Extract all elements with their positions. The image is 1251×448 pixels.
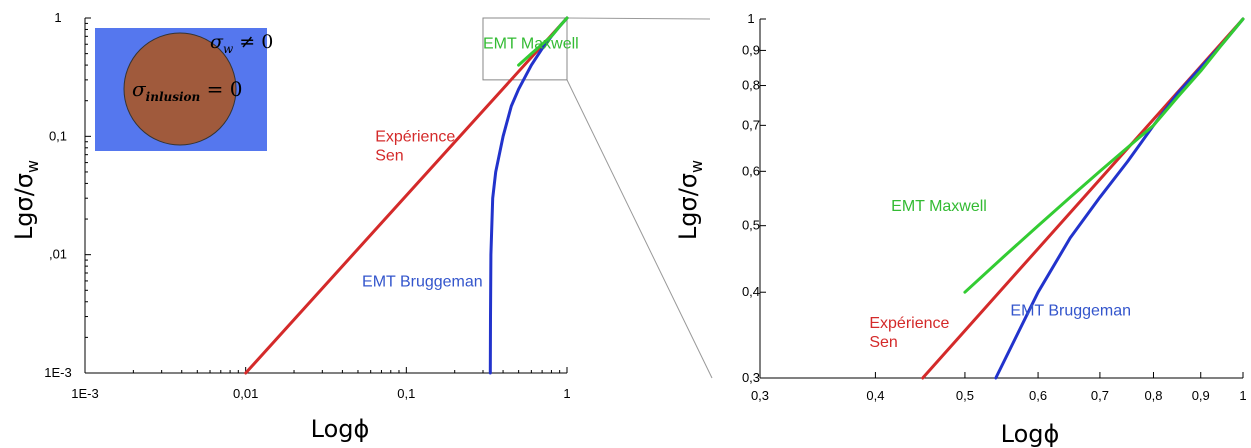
y-axis-title-main: Lgσ/σ (674, 173, 702, 240)
inset-outer-label: σw ≠ 0 (210, 31, 273, 56)
y-tick-label: 1 (54, 10, 61, 25)
x-tick-label: 0,9 (1192, 388, 1210, 403)
y-tick-label: 0,5 (742, 218, 760, 233)
x-axis-title: Logϕ (311, 415, 370, 443)
annotation-bruggeman: EMT Bruggeman (1010, 302, 1131, 319)
y-tick-label: 1 (747, 11, 754, 26)
annotation-sen-line: Expérience (869, 315, 949, 332)
annotation-bruggeman-line: EMT Bruggeman (1010, 302, 1131, 319)
y-tick-label: ,01 (49, 247, 67, 262)
annotation-bruggeman: EMT Bruggeman (362, 273, 483, 290)
x-tick-label: 0,6 (1029, 388, 1047, 403)
x-tick-label: 1 (563, 386, 570, 401)
y-tick-label: 0,1 (49, 128, 67, 143)
inset-inner-label: σinlusion = 0 (132, 77, 242, 104)
right-chart: 0,3 0,4 0,5 0,6 0,7 0,8 0,9 1 0,3 0,4 0,5 0,6 0,7 0,8… (674, 11, 1247, 448)
inset-inner-label-subscript: inlusion (146, 90, 201, 104)
annotation-sen: Expérience Sen (375, 129, 455, 165)
y-tick-label: 0,9 (742, 42, 760, 57)
series-line-bruggeman (994, 17, 1245, 380)
y-axis-title-main: Lgσ/σ (10, 173, 38, 240)
zoom-connector-bottom (566, 79, 713, 379)
annotation-maxwell-line: EMT Maxwell (483, 36, 579, 53)
zoom-connector-lines (566, 17, 713, 379)
series-line-bruggeman (488, 16, 569, 375)
y-tick-label: 0,3 (742, 370, 760, 385)
y-axis-title-subscript: w (687, 160, 706, 173)
x-axis-title: Logϕ (1001, 420, 1060, 448)
x-tick-label: 1E-3 (71, 386, 98, 401)
inset-outer-label-subscript: w (223, 42, 234, 56)
annotation-maxwell: EMT Maxwell (483, 36, 579, 53)
series-line-maxwell (517, 16, 569, 67)
inset-inner-label-rest: = 0 (200, 77, 242, 101)
inset-inclusion-circle (123, 32, 237, 146)
inset-outer-label-symbol: σ (210, 31, 224, 53)
x-tick-label: 0,7 (1091, 388, 1109, 403)
x-tick-label: 0,3 (751, 388, 769, 403)
x-tick-label: 0,1 (397, 386, 415, 401)
series-line-sen (244, 16, 569, 375)
y-tick-label: 0,7 (742, 117, 760, 132)
y-axis-title: Lgσ/σw (10, 160, 42, 240)
x-tick-label: 0,5 (956, 388, 974, 403)
y-axis-title: Lgσ/σw (674, 160, 706, 240)
x-tick-label: 0,8 (1144, 388, 1162, 403)
annotation-sen-line: Sen (869, 334, 897, 351)
y-tick-label: 0,4 (742, 284, 760, 299)
annotation-sen-line: Sen (375, 148, 403, 165)
y-tick-label: 0,8 (742, 78, 760, 93)
x-tick-label: 1 (1239, 388, 1246, 403)
inset-outer-label-rest: ≠ 0 (233, 31, 273, 53)
annotation-maxwell-line: EMT Maxwell (891, 198, 987, 215)
annotation-maxwell: EMT Maxwell (891, 198, 987, 215)
series-line-maxwell (963, 17, 1245, 294)
y-axis-title-subscript: w (23, 160, 42, 173)
inset-inner-label-symbol: σ (132, 77, 147, 101)
x-tick-label: 0,01 (233, 386, 258, 401)
annotation-sen-line: Expérience (375, 129, 455, 146)
annotation-bruggeman-line: EMT Bruggeman (362, 273, 483, 290)
x-tick-label: 0,4 (866, 388, 884, 403)
annotation-sen: Expérience Sen (869, 315, 949, 351)
y-tick-label: 0,6 (742, 163, 760, 178)
y-tick-label: 1E-3 (44, 365, 71, 380)
zoom-connector-top (566, 17, 711, 20)
